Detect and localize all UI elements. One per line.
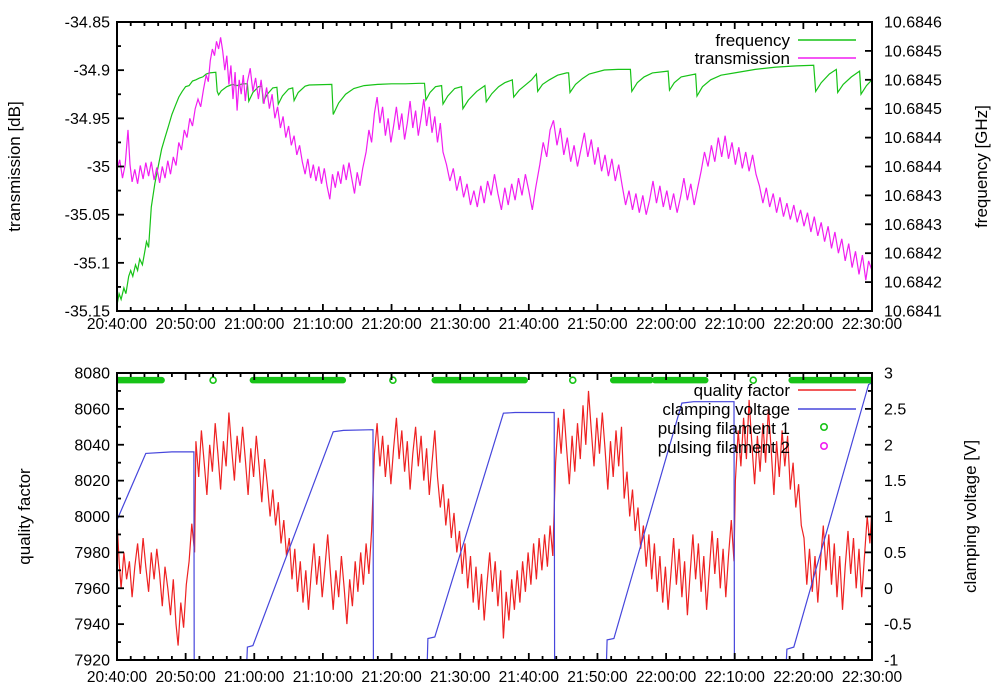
left-tick-label: -35 (87, 159, 110, 176)
x-tick-label: 22:20:00 (773, 669, 834, 686)
x-tick-label: 21:20:00 (361, 669, 422, 686)
right-tick-label: 10.6842 (884, 246, 942, 263)
right-tick-labels: 3 2.5 2 1.5 1 0.5 0 -0.5 -1 (884, 366, 912, 670)
left-tick-label: -34.85 (65, 15, 110, 32)
left-tick-label: 7980 (74, 545, 110, 562)
legend-label-frequency: frequency (715, 31, 790, 50)
series-transmission (117, 37, 872, 281)
left-axis-title: transmission [dB] (5, 101, 24, 231)
x-tick-label: 21:10:00 (293, 669, 354, 686)
x-tick-label: 21:50:00 (567, 669, 628, 686)
x-tick-label: 22:30:00 (842, 316, 903, 333)
x-tick-labels: 20:40:00 20:50:00 21:00:00 21:10:00 21:20:00… (87, 316, 903, 333)
legend-sample-marker (819, 442, 828, 451)
left-tick-label: -35.1 (74, 255, 111, 272)
left-tick-label: 8040 (74, 437, 110, 454)
series-clamping-voltage (117, 382, 872, 660)
x-tick-label: 20:50:00 (155, 316, 216, 333)
plot-area (117, 376, 872, 660)
left-tick-label: 7920 (74, 653, 110, 670)
left-tick-labels: -34.85 -34.9 -34.95 -35 -35.05 -35.1 -35.15 (65, 15, 110, 321)
x-tick-label: 21:40:00 (499, 316, 560, 333)
quality-clamping-chart: 20:40:00 20:50:00 21:00:00 21:10:00 21:20:00… (15, 366, 980, 687)
x-tick-label: 21:00:00 (224, 316, 285, 333)
left-tick-label: -34.9 (74, 63, 111, 80)
left-tick-label: 8080 (74, 366, 110, 383)
left-tick-label: 8060 (74, 401, 110, 418)
x-tick-labels: 20:40:00 20:50:00 21:00:00 21:10:00 21:20:00… (87, 669, 903, 686)
right-tick-label: -1 (884, 653, 898, 670)
x-tick-label: 20:40:00 (87, 669, 148, 686)
right-tick-label: 10.6842 (884, 275, 942, 292)
x-tick-label: 21:20:00 (361, 316, 422, 333)
right-tick-label: 10.6843 (884, 188, 942, 205)
right-tick-label: 10.6843 (884, 217, 942, 234)
x-tick-label: 20:40:00 (87, 316, 148, 333)
legend-label-clamping-voltage: clamping voltage (662, 400, 790, 419)
transmission-frequency-chart: 20:40:00 20:50:00 21:00:00 21:10:00 21:20:00… (5, 15, 991, 334)
right-tick-label: 10.6841 (884, 304, 942, 321)
left-tick-label: 7940 (74, 617, 110, 634)
legend-label-transmission: transmission (695, 49, 790, 68)
x-tick-label: 22:10:00 (705, 316, 766, 333)
right-tick-label: 1 (884, 509, 893, 526)
right-axis-title: frequency [GHz] (972, 105, 991, 228)
left-tick-label: -34.95 (65, 111, 110, 128)
right-tick-label: 1.5 (884, 473, 906, 490)
left-tick-label: 7960 (74, 581, 110, 598)
left-tick-label: -35.15 (65, 304, 110, 321)
x-tick-label: 22:20:00 (773, 316, 834, 333)
right-tick-label: 10.6845 (884, 101, 942, 118)
axis-ticks (116, 21, 873, 312)
right-tick-label: 10.6845 (884, 72, 942, 89)
left-tick-label: -35.05 (65, 207, 110, 224)
legend-label-pulsing-filament-2: pulsing filament 2 (658, 438, 790, 457)
left-axis-title: quality factor (15, 468, 34, 565)
right-tick-label: 3 (884, 366, 893, 383)
x-tick-label: 22:10:00 (705, 669, 766, 686)
left-tick-label: 8000 (74, 509, 110, 526)
right-tick-label: 10.6844 (884, 159, 942, 176)
x-tick-label: 21:00:00 (224, 669, 285, 686)
right-tick-label: 0 (884, 581, 893, 598)
x-tick-label: 21:50:00 (567, 316, 628, 333)
x-tick-label: 21:30:00 (430, 669, 491, 686)
series-quality-factor (117, 390, 872, 646)
x-tick-label: 22:30:00 (842, 669, 903, 686)
x-tick-label: 21:40:00 (499, 669, 560, 686)
left-tick-labels: 8080 8060 8040 8020 8000 7980 7960 7940 7920 (74, 366, 110, 670)
plot-area (117, 37, 872, 306)
x-tick-label: 22:00:00 (636, 316, 697, 333)
right-tick-label: 10.6844 (884, 130, 942, 147)
right-tick-label: 10.6845 (884, 43, 942, 60)
legend-label-pulsing-filament-1: pulsing filament 1 (658, 419, 790, 438)
x-tick-label: 21:30:00 (430, 316, 491, 333)
right-tick-label: -0.5 (884, 617, 912, 634)
right-tick-label: 2.5 (884, 401, 906, 418)
x-tick-label: 20:50:00 (155, 669, 216, 686)
right-tick-label: 0.5 (884, 545, 906, 562)
series-pulsing-filament-1 (117, 376, 872, 384)
right-tick-label: 10.6846 (884, 15, 942, 32)
right-axis-title: clamping voltage [V] (961, 440, 980, 593)
x-tick-label: 21:10:00 (293, 316, 354, 333)
axis-ticks (116, 372, 873, 661)
series-frequency (117, 64, 872, 306)
left-tick-label: 8020 (74, 473, 110, 490)
right-tick-label: 2 (884, 437, 893, 454)
right-tick-labels: 10.6846 10.6845 10.6845 10.6845 10.6844 10.68… (884, 15, 942, 321)
legend-label-quality-factor: quality factor (694, 381, 791, 400)
legend-sample-marker (819, 423, 828, 432)
x-tick-label: 22:00:00 (636, 669, 697, 686)
